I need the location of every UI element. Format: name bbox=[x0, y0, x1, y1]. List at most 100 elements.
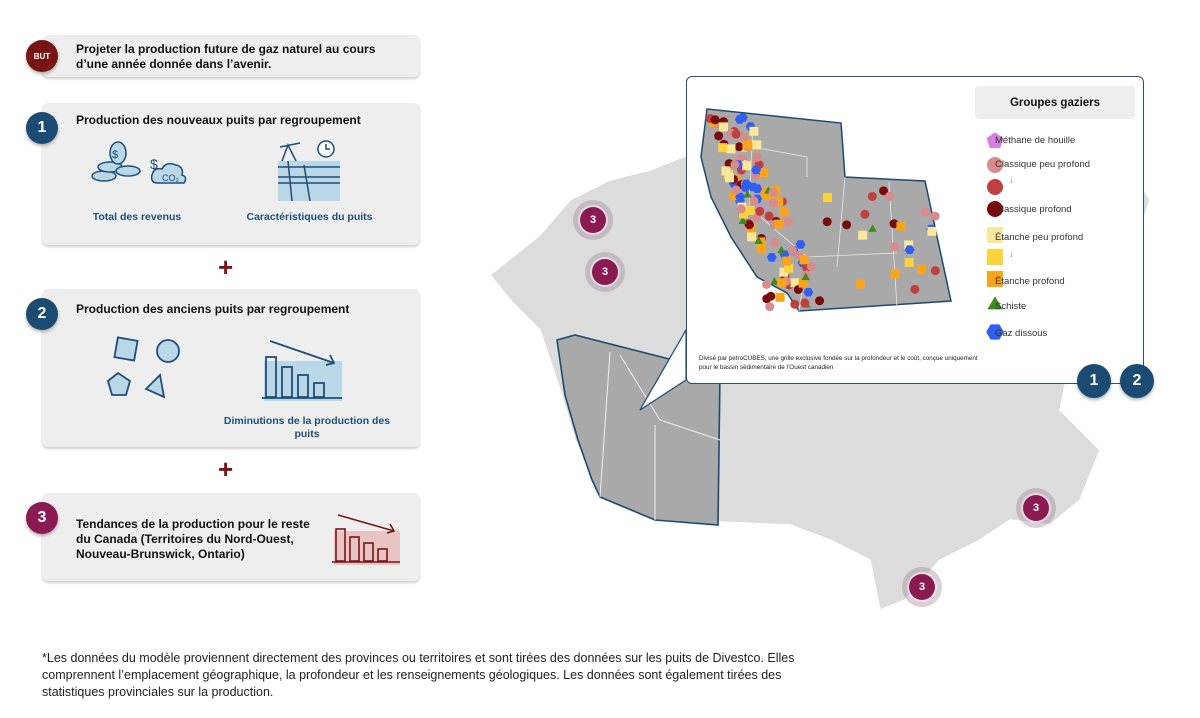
region-badge-nwt: 3 bbox=[573, 200, 613, 240]
well-marker-circle bbox=[752, 152, 762, 162]
legend-hexagon-icon bbox=[986, 324, 1004, 340]
legend-triangle-icon bbox=[987, 296, 1003, 310]
well-marker-circle bbox=[920, 207, 930, 217]
goal-text: Projeter la production future de gaz nat… bbox=[76, 42, 376, 71]
well-marker-circle bbox=[790, 299, 800, 309]
well-marker-triangle bbox=[743, 190, 752, 198]
legend-item-conv-shallow: Classique peu profond bbox=[995, 159, 1091, 170]
well-marker-circle bbox=[890, 241, 900, 251]
step-3-card: 3 Tendances de la production pour le res… bbox=[26, 493, 420, 581]
inset-note: Divisé par petroCUBES, une grille exclus… bbox=[699, 355, 978, 371]
well-marker-square bbox=[747, 232, 757, 242]
legend-circle-icon bbox=[987, 201, 1003, 217]
well-marker-square bbox=[756, 244, 766, 254]
well-marker-triangle bbox=[777, 245, 786, 254]
well-marker-square bbox=[858, 230, 868, 240]
well-marker-circle bbox=[910, 284, 920, 294]
well-marker-square bbox=[823, 193, 833, 203]
map-step-2-badge: 2 bbox=[1120, 364, 1154, 398]
legend-square-icon bbox=[987, 227, 1003, 243]
well-marker-triangle bbox=[770, 277, 779, 285]
shapes-icon bbox=[106, 336, 180, 399]
well-marker-square bbox=[745, 205, 755, 215]
arrow-down-icon: ↓ bbox=[1009, 249, 1014, 260]
declining-bars-icon bbox=[262, 340, 342, 401]
well-marker-circle bbox=[815, 296, 825, 306]
step-1-badge: 1 bbox=[26, 112, 58, 144]
well-marker-circle bbox=[783, 217, 793, 227]
legend-item-shale: Schiste bbox=[995, 301, 1027, 312]
legend-item-tight-deep: Étanche profond bbox=[995, 276, 1065, 287]
coins-co2-icon: $ $ CO₂ bbox=[91, 141, 187, 184]
well-marker-circle bbox=[889, 219, 899, 229]
well-marker-hexagon bbox=[734, 115, 745, 124]
well-marker-square bbox=[718, 143, 728, 153]
well-marker-circle bbox=[766, 291, 776, 301]
well-marker-circle bbox=[730, 160, 740, 170]
step-2-card: 2 Production des anciens puits par regro… bbox=[26, 289, 420, 447]
footnote: *Les données du modèle proviennent direc… bbox=[42, 651, 795, 699]
well-marker-circle bbox=[768, 198, 778, 208]
well-marker-circle bbox=[734, 142, 744, 152]
well-marker-circle bbox=[860, 209, 870, 219]
well-marker-circle bbox=[842, 220, 852, 230]
well-marker-circle bbox=[930, 266, 940, 276]
step-2-title: Production des anciens puits par regroup… bbox=[76, 302, 350, 316]
well-marker-hexagon bbox=[748, 182, 759, 192]
well-pump-icon bbox=[278, 140, 340, 202]
well-marker-triangle bbox=[754, 236, 763, 244]
region-badge-new-brunswick: 3 bbox=[1016, 488, 1056, 528]
well-marker-square bbox=[798, 278, 808, 288]
well-marker-square bbox=[759, 168, 769, 178]
step-3-badge: 3 bbox=[26, 502, 58, 534]
well-marker-square bbox=[779, 267, 789, 277]
goal-card: BUT Projeter la production future de gaz… bbox=[26, 35, 420, 77]
declining-bars-icon bbox=[332, 514, 400, 565]
step-1-title: Production des nouveaux puits par regrou… bbox=[76, 113, 361, 127]
legend-item-dissolved-gas: Gaz dissous bbox=[995, 328, 1048, 339]
well-marker-hexagon bbox=[735, 192, 746, 202]
well-marker-triangle bbox=[868, 224, 877, 232]
well-marker-hexagon bbox=[740, 183, 751, 192]
svg-text:CO₂: CO₂ bbox=[162, 173, 180, 183]
well-marker-square bbox=[917, 264, 927, 274]
legend-item-cbm: Méthane de houille bbox=[995, 135, 1076, 146]
well-marker-circle bbox=[710, 115, 720, 125]
well-marker-square bbox=[726, 144, 736, 154]
well-marker-square bbox=[904, 258, 914, 268]
well-marker-circle bbox=[770, 238, 780, 248]
well-marker-circle bbox=[762, 279, 772, 289]
well-marker-hexagon bbox=[904, 245, 915, 254]
legend-square-icon bbox=[987, 271, 1003, 287]
well-marker-square bbox=[896, 221, 906, 231]
well-marker-square bbox=[729, 191, 739, 201]
well-marker-circle bbox=[744, 220, 754, 230]
well-marker-circle bbox=[867, 191, 877, 201]
well-marker-square bbox=[752, 140, 762, 150]
well-marker-square bbox=[779, 207, 789, 217]
well-marker-square bbox=[927, 226, 937, 236]
plus-sign: + bbox=[218, 252, 234, 282]
well-marker-square bbox=[721, 166, 731, 176]
well-marker-circle bbox=[787, 245, 797, 255]
well-marker-circle bbox=[885, 191, 895, 201]
well-marker-square bbox=[790, 278, 800, 288]
step-1-card: 1 Production des nouveaux puits par regr… bbox=[26, 103, 420, 245]
arrow-down-icon: ↓ bbox=[1009, 175, 1014, 186]
well-marker-square bbox=[775, 292, 785, 302]
well-marker-circle bbox=[731, 185, 741, 195]
well-marker-circle bbox=[736, 204, 746, 214]
well-marker-circle bbox=[714, 131, 724, 141]
svg-text:$: $ bbox=[112, 149, 118, 161]
well-marker-square bbox=[749, 126, 759, 136]
well-marker-square bbox=[784, 263, 794, 273]
goal-badge: BUT bbox=[26, 40, 58, 72]
map-step-1-badge: 1 bbox=[1077, 364, 1111, 398]
well-marker-square bbox=[904, 240, 914, 250]
legend-square-icon bbox=[987, 249, 1003, 265]
revenue-label: Total des revenus bbox=[92, 211, 182, 223]
well-marker-square bbox=[742, 161, 752, 171]
well-marker-square bbox=[855, 279, 865, 289]
legend-symbols bbox=[986, 132, 1004, 340]
well-marker-circle bbox=[765, 302, 775, 312]
